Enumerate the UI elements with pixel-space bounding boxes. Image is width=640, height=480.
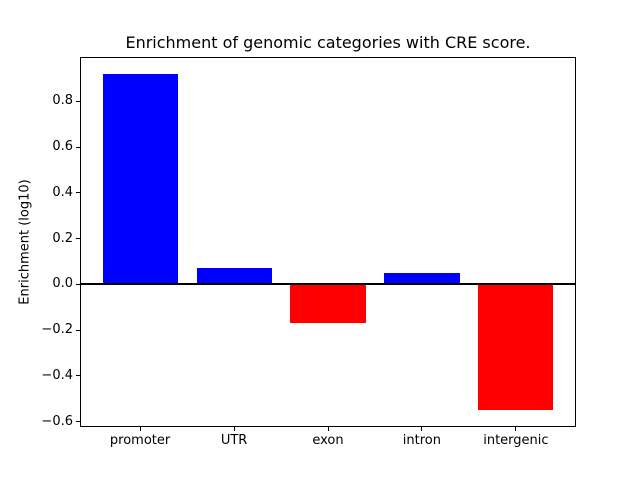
chart-title: Enrichment of genomic categories with CR… xyxy=(125,33,531,52)
bar-UTR xyxy=(196,268,272,285)
zero-line xyxy=(80,283,576,286)
y-tick xyxy=(76,329,80,331)
y-tick-label: 0.8 xyxy=(52,93,73,109)
x-tick-label: exon xyxy=(312,433,344,448)
x-tick xyxy=(421,427,423,431)
y-tick-label: −0.4 xyxy=(41,367,73,383)
y-tick-label: −0.6 xyxy=(41,413,73,429)
bar-promoter xyxy=(102,73,178,285)
y-tick xyxy=(76,283,80,285)
y-tick-label: 0.6 xyxy=(52,139,73,154)
x-tick-label: UTR xyxy=(220,433,248,448)
y-tick xyxy=(76,375,80,377)
bar-intron xyxy=(384,272,460,285)
bar-intergenic xyxy=(478,284,554,411)
bar-exon xyxy=(290,284,366,324)
x-tick xyxy=(327,427,329,431)
x-tick-label: intron xyxy=(402,433,441,448)
y-tick xyxy=(76,421,80,423)
x-tick-label: promoter xyxy=(109,433,171,448)
x-tick-label: intergenic xyxy=(483,433,549,448)
y-tick-label: 0.2 xyxy=(52,230,73,246)
y-tick-label: 0.4 xyxy=(52,184,73,200)
y-tick xyxy=(76,192,80,194)
y-tick xyxy=(76,100,80,102)
y-tick-label: 0.0 xyxy=(52,276,73,292)
x-tick xyxy=(515,427,517,431)
y-tick xyxy=(76,238,80,240)
x-tick xyxy=(139,427,141,431)
y-tick xyxy=(76,146,80,148)
y-tick-label: −0.2 xyxy=(41,322,73,338)
x-tick xyxy=(233,427,235,431)
